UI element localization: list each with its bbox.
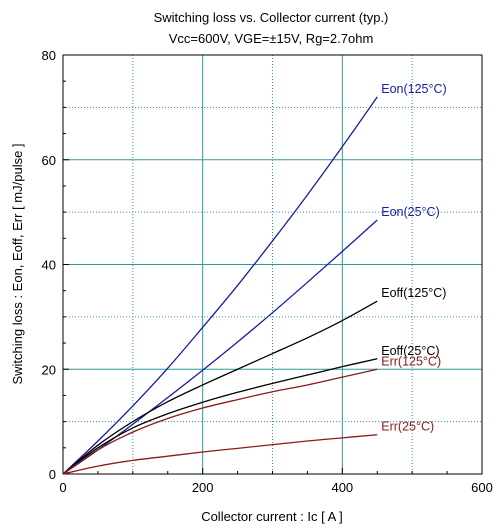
series-label: Eon(25°C) [381, 205, 440, 219]
series-line [62, 358, 378, 475]
x-tick-label: 600 [471, 480, 493, 495]
series-line [62, 96, 378, 475]
x-tick-label: 0 [59, 480, 66, 495]
y-tick-label: 20 [42, 362, 56, 377]
x-axis-label: Collector current : Ic [ A ] [201, 509, 343, 524]
series-line [62, 368, 378, 475]
series-line [62, 434, 378, 475]
y-tick-label: 60 [42, 153, 56, 168]
x-tick-label: 400 [331, 480, 353, 495]
series-line [62, 300, 378, 475]
series-lines [62, 96, 378, 475]
y-tick-label: 80 [42, 48, 56, 63]
series-label: Err(125°C) [381, 354, 441, 368]
series-label: Eoff(125°C) [381, 286, 446, 300]
y-axis-label: Switching loss : Eon, Eoff, Err [ mJ/pul… [10, 143, 25, 384]
x-tick-label: 200 [192, 480, 214, 495]
chart-title: Switching loss vs. Collector current (ty… [154, 10, 389, 25]
series-label: Eoff(25°C) [381, 344, 439, 358]
y-tick-label: 40 [42, 258, 56, 273]
grid [63, 55, 482, 474]
series-label: Eon(125°C) [381, 82, 446, 96]
y-tick-label: 0 [49, 467, 56, 482]
series-labels: Eon(125°C) Eon(25°C) Eoff(125°C) Eoff(25°C)… [381, 82, 446, 434]
chart-subtitle: Vcc=600V, VGE=±15V, Rg=2.7ohm [169, 31, 374, 46]
series-label: Err(25°C) [381, 420, 434, 434]
ticks: 0 200 400 600 0 20 40 60 80 [42, 48, 493, 495]
